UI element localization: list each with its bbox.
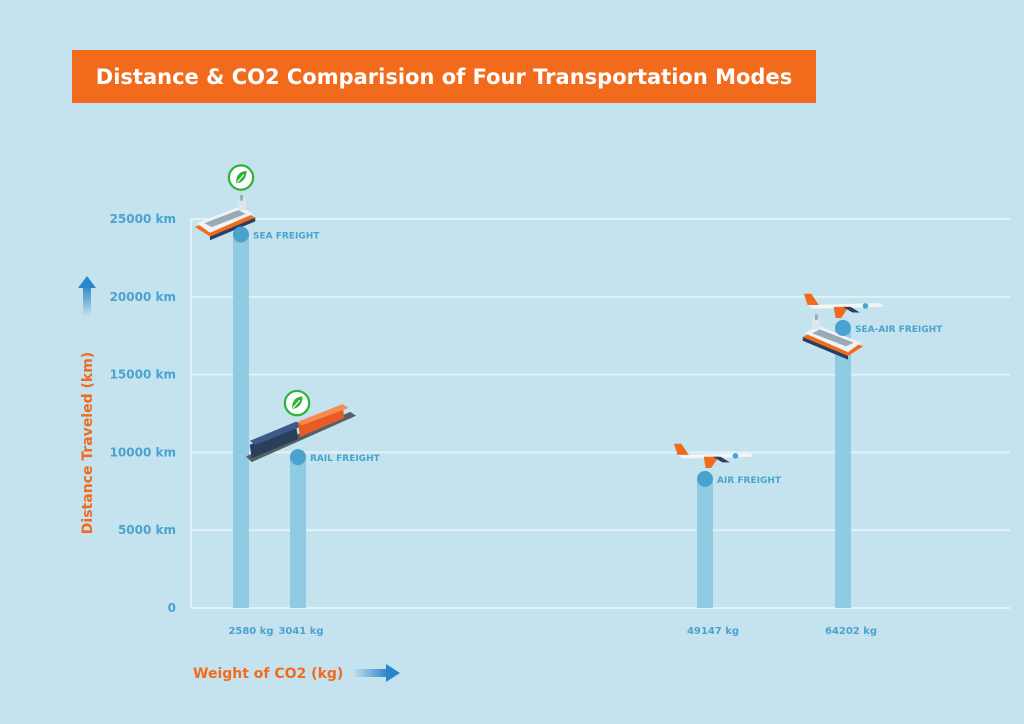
x-axis-arrow-shaft: [352, 669, 388, 677]
bar: [697, 478, 713, 608]
data-point: [697, 470, 713, 487]
data-point: [835, 319, 851, 336]
point-label: SEA FREIGHT: [253, 232, 320, 242]
chart-title-banner: Distance & CO2 Comparision of Four Trans…: [72, 50, 816, 103]
bar: [835, 327, 851, 608]
y-tick-label: 10000 km: [110, 445, 176, 459]
x-axis-label: Weight of CO2 (kg): [193, 666, 343, 682]
y-tick-label: 5000 km: [118, 523, 176, 537]
y-tick-label: 15000 km: [110, 368, 176, 382]
y-tick-label: 20000 km: [110, 290, 176, 304]
y-tick-label: 0: [168, 601, 176, 615]
x-tick-label: 64202 kg: [825, 626, 877, 637]
y-axis-arrow-icon: [78, 276, 96, 288]
y-axis-label: Distance Traveled (km): [80, 352, 96, 534]
x-axis-arrow-icon: [386, 664, 400, 682]
bar: [233, 234, 249, 608]
x-tick-label: 49147 kg: [687, 626, 739, 637]
eco-leaf-icon: [283, 389, 311, 417]
x-tick-label: 3041 kg: [278, 626, 323, 637]
airplane-icon: [673, 443, 753, 468]
data-point: [233, 226, 249, 243]
y-tick-label: 25000 km: [110, 212, 176, 226]
ship-icon: [802, 314, 864, 360]
bar: [290, 457, 306, 608]
point-label: SEA-AIR FREIGHT: [855, 325, 943, 335]
point-label: RAIL FREIGHT: [310, 454, 381, 464]
eco-leaf-icon: [227, 164, 255, 191]
chart-title: Distance & CO2 Comparision of Four Trans…: [95, 64, 793, 89]
y-axis-arrow-shaft: [83, 285, 91, 317]
point-label: AIR FREIGHT: [717, 476, 782, 486]
data-point: [290, 449, 306, 466]
x-tick-label: 2580 kg: [228, 626, 273, 637]
